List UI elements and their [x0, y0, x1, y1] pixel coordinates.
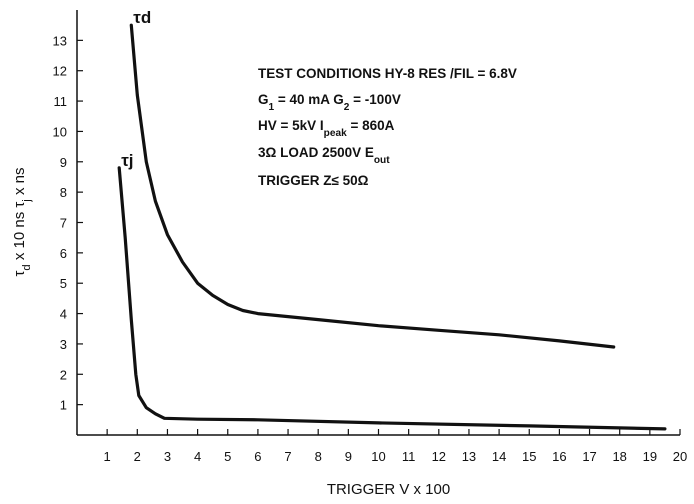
x-tick-label: 6	[254, 449, 261, 464]
subscript: 2	[344, 102, 350, 113]
x-tick-label: 15	[522, 449, 536, 464]
x-tick-label: 19	[643, 449, 657, 464]
x-tick-label: 20	[673, 449, 687, 464]
subscript: peak	[324, 128, 347, 139]
x-tick-label: 11	[402, 449, 416, 464]
y-tick-label: 8	[60, 185, 67, 200]
text-span: = -100V	[349, 92, 400, 107]
y-tick-label: 1	[60, 398, 67, 413]
subscript: j	[21, 199, 33, 203]
x-tick-label: 4	[194, 449, 201, 464]
y-tick-label: 2	[60, 367, 67, 382]
annotation: TEST CONDITIONS HY-8 RES /FIL = 6.8V	[258, 66, 517, 81]
y-tick-label: 6	[60, 246, 67, 261]
x-tick-label: 16	[552, 449, 566, 464]
x-tick-label: 8	[315, 449, 322, 464]
text-span: x ns	[11, 167, 28, 199]
y-tick-label: 3	[60, 337, 67, 352]
text-span: HV = 5kV I	[258, 118, 324, 133]
x-tick-label: 13	[462, 449, 476, 464]
x-tick-label: 12	[432, 449, 446, 464]
y-tick-label: 10	[53, 124, 67, 139]
line	[117, 166, 667, 431]
y-axis-title: τd x 10 ns τj x ns	[11, 167, 33, 276]
x-tick-label: 14	[492, 449, 506, 464]
x-tick-label: 17	[582, 449, 596, 464]
text-span: = 40 mA G	[274, 92, 344, 107]
text-span: G	[258, 92, 269, 107]
text-span: TRIGGER Z≤ 50Ω	[258, 173, 369, 188]
annotation: HV = 5kV Ipeak = 860A	[258, 118, 395, 139]
line	[129, 23, 616, 349]
y-tick-label: 5	[60, 276, 67, 291]
x-axis-title: TRIGGER V x 100	[327, 481, 450, 498]
y-tick-label: 9	[60, 155, 67, 170]
y-tick-label: 13	[53, 33, 67, 48]
x-tick-label: 10	[371, 449, 385, 464]
y-tick-label: 11	[54, 94, 68, 109]
text-span: TEST CONDITIONS HY-8 RES /FIL = 6.8V	[258, 66, 517, 81]
text-span: = 860A	[347, 118, 395, 133]
x-tick-label: 3	[164, 449, 171, 464]
y-tick-label: 4	[60, 307, 67, 322]
annotation: G1 = 40 mA G2 = -100V	[258, 92, 401, 113]
series-label: τj	[121, 151, 133, 170]
x-tick-label: 1	[104, 449, 111, 464]
text-span: x 10 ns τ	[11, 202, 28, 265]
text-span: 3Ω LOAD 2500V E	[258, 145, 374, 160]
subscript: out	[374, 155, 390, 166]
x-tick-label: 2	[134, 449, 141, 464]
subscript: d	[21, 264, 33, 270]
text-span: τ	[11, 271, 28, 277]
y-tick-label: 7	[60, 216, 67, 231]
annotation: TRIGGER Z≤ 50Ω	[258, 173, 369, 188]
subscript: 1	[269, 102, 275, 113]
annotation: 3Ω LOAD 2500V Eout	[258, 145, 390, 166]
y-tick-label: 12	[53, 64, 67, 79]
x-tick-label: 7	[284, 449, 291, 464]
x-tick-label: 18	[612, 449, 626, 464]
x-tick-label: 5	[224, 449, 231, 464]
series-label: τd	[133, 8, 151, 27]
x-tick-label: 9	[345, 449, 352, 464]
